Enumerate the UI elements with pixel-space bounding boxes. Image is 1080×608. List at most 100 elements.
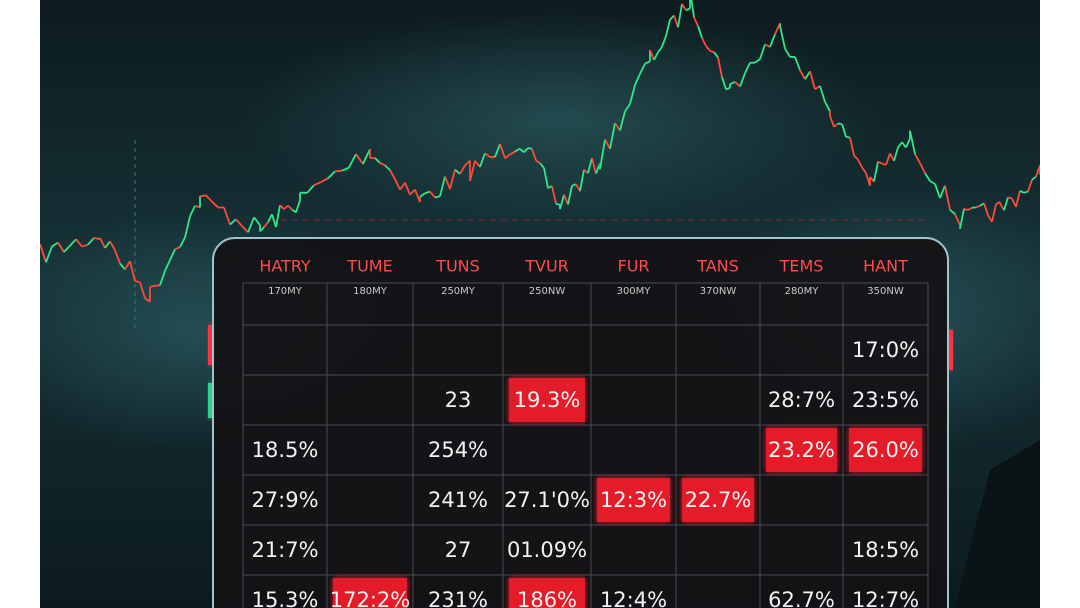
price-segment (404, 182, 411, 195)
price-segment (379, 162, 386, 167)
cell-value: 27:9% (251, 488, 318, 512)
price-segment (690, 0, 695, 18)
price-segment (681, 3, 687, 11)
price-segment (494, 143, 501, 158)
side-light (208, 325, 213, 365)
price-segment (909, 130, 916, 155)
price-segment (657, 46, 663, 53)
price-segment (673, 15, 679, 28)
price-segment (833, 122, 839, 128)
price-segment (804, 70, 811, 80)
price-segment (725, 86, 731, 91)
cell-value: 21:7% (251, 538, 318, 562)
price-segment (45, 246, 53, 263)
price-segment (444, 176, 451, 190)
price-segment (567, 185, 573, 205)
price-segment (1015, 190, 1021, 208)
price-segment (119, 262, 126, 270)
price-segment (535, 159, 541, 164)
cell-value: 22.7% (685, 488, 752, 512)
price-segment (845, 135, 851, 139)
price-segment (434, 195, 441, 199)
price-segment (769, 33, 776, 48)
price-segment (571, 183, 577, 187)
price-segment (579, 169, 585, 192)
column-header: TVUR (524, 257, 569, 276)
price-segment (799, 69, 806, 80)
price-segment (685, 7, 691, 11)
price-segment (279, 204, 285, 210)
price-segment (39, 243, 47, 263)
price-segment (348, 153, 357, 168)
column-header: TANS (696, 257, 739, 276)
price-segment (341, 166, 350, 172)
price-segment (954, 213, 961, 226)
highlight-cell (766, 428, 837, 472)
price-segment (849, 137, 855, 156)
price-segment (439, 176, 446, 197)
price-segment (665, 19, 671, 37)
price-segment (499, 143, 506, 159)
column-header: TUNS (435, 257, 480, 276)
price-segment (609, 122, 616, 149)
cell-value: 27.1'0% (504, 488, 590, 512)
price-segment (614, 122, 621, 131)
column-subheader: 300MY (617, 286, 652, 297)
price-segment (469, 160, 476, 182)
price-segment (677, 3, 683, 28)
price-segment (287, 204, 293, 211)
price-segment (374, 157, 381, 164)
column-subheader: 280MY (785, 286, 820, 297)
price-segment (1003, 197, 1009, 211)
price-segment (837, 122, 843, 126)
price-segment (355, 153, 364, 165)
price-segment (474, 160, 481, 168)
price-segment (205, 194, 213, 203)
price-segment (661, 35, 667, 48)
price-segment (734, 81, 741, 88)
price-segment (975, 205, 981, 209)
price-segment (713, 51, 719, 59)
price-segment (454, 169, 461, 175)
price-segment (424, 190, 431, 195)
price-segment (253, 216, 261, 226)
price-segment (1007, 196, 1013, 200)
price-segment (885, 153, 891, 166)
price-segment (114, 249, 121, 264)
price-segment (189, 205, 196, 217)
column-header: TEMS (779, 257, 824, 276)
mountain (955, 440, 1040, 608)
price-segment (104, 240, 111, 249)
price-segment (705, 45, 711, 52)
price-segment (983, 202, 989, 216)
price-segment (619, 111, 626, 131)
highlight-cell (509, 378, 585, 422)
price-segment (519, 148, 525, 153)
column-header: HATRY (259, 257, 311, 276)
price-segment (1027, 179, 1033, 192)
margin (1040, 0, 1080, 608)
price-segment (967, 206, 973, 211)
price-segment (334, 169, 343, 173)
price-segment (717, 57, 723, 78)
column-header: FUR (617, 257, 649, 276)
price-segment (134, 280, 141, 284)
price-segment (709, 49, 715, 54)
price-segment (271, 213, 277, 228)
side-light (208, 383, 213, 418)
price-segment (93, 237, 101, 240)
price-segment (944, 185, 951, 210)
cell-value: 18:5% (852, 538, 919, 562)
price-segment (429, 191, 436, 199)
price-segment (591, 157, 597, 174)
price-segment (729, 81, 736, 85)
price-segment (211, 200, 219, 209)
price-segment (919, 162, 926, 174)
cell-value: 28:7% (768, 388, 835, 412)
price-segment (861, 166, 867, 174)
price-segment (99, 237, 106, 249)
price-segment (87, 237, 95, 246)
column-subheader: 350NW (867, 286, 904, 297)
column-subheader: 250MY (441, 286, 476, 297)
price-segment (819, 85, 826, 103)
